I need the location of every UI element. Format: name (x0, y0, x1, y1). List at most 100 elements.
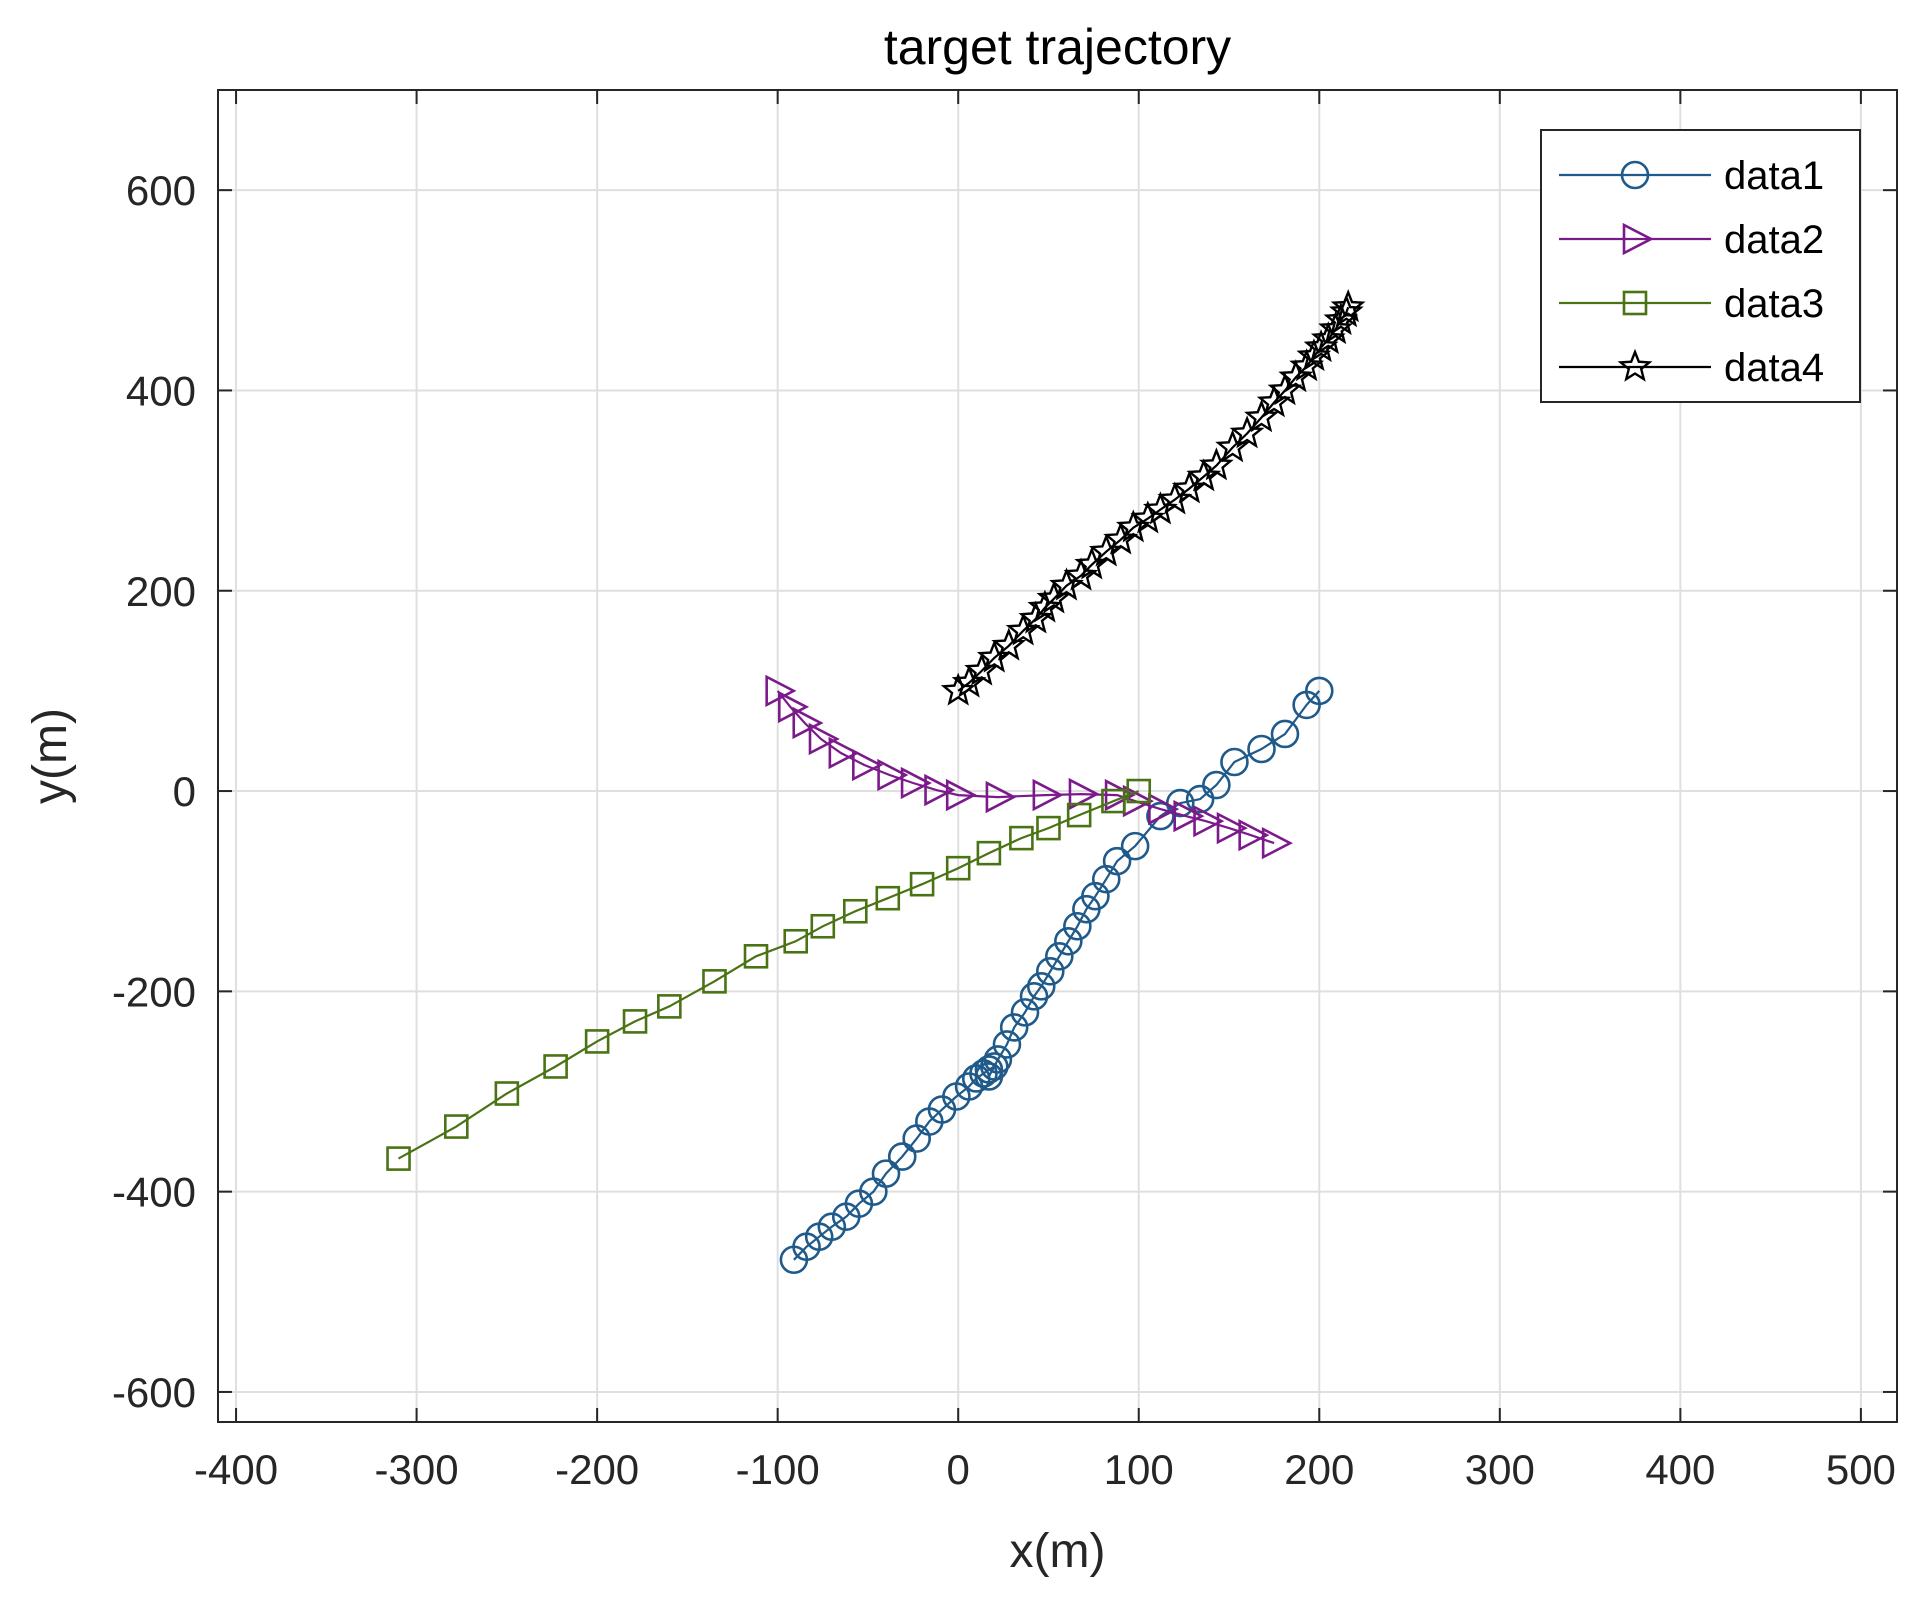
circle-marker (1010, 998, 1040, 1027)
star-marker (1049, 567, 1084, 601)
x-tick-label: -100 (736, 1446, 820, 1493)
circle-marker (992, 1030, 1022, 1059)
triangle-marker (1193, 804, 1225, 838)
x-tick-label: 300 (1465, 1446, 1535, 1493)
square-marker (444, 1114, 469, 1139)
square-marker (945, 855, 971, 881)
y-tick-label: -600 (112, 1369, 196, 1416)
star-marker (1142, 491, 1178, 525)
square-marker (543, 1054, 568, 1079)
square-marker (386, 1146, 411, 1171)
legend-item-data2: data2 (1559, 218, 1824, 262)
star-marker (1318, 311, 1353, 345)
star-marker (1229, 415, 1265, 449)
star-marker (1027, 589, 1063, 623)
star-marker (1617, 348, 1653, 382)
star-marker (1267, 372, 1303, 406)
legend-item-data4: data4 (1559, 346, 1824, 390)
series-data1 (779, 676, 1334, 1275)
x-tick-label: 100 (1104, 1446, 1174, 1493)
star-marker (1130, 500, 1166, 534)
triangle-marker (1032, 778, 1064, 812)
square-marker (1126, 778, 1152, 804)
x-tick-label: -200 (555, 1446, 639, 1493)
circle-marker (887, 1142, 917, 1171)
y-axis-label: y(m) (24, 708, 77, 804)
triangle-marker (1216, 811, 1248, 845)
star-marker (1289, 348, 1325, 382)
triangle-marker (1173, 799, 1205, 833)
series-layer (386, 289, 1366, 1275)
x-tick-label: -300 (375, 1446, 459, 1493)
circle-marker (871, 1159, 901, 1188)
star-marker (1330, 289, 1366, 323)
triangle-marker (1238, 818, 1270, 852)
triangle-marker (945, 778, 978, 812)
triangle-marker (828, 736, 860, 770)
circle-marker (1063, 911, 1092, 941)
series-line (793, 690, 1321, 1261)
plot-frame (217, 89, 1898, 1423)
circle-marker (983, 1045, 1013, 1074)
square-marker (622, 1009, 648, 1034)
star-marker (1171, 470, 1207, 504)
y-tick-label: 400 (126, 367, 196, 414)
legend-label: data2 (1724, 218, 1824, 262)
square-marker (494, 1081, 520, 1106)
y-tick-label: 600 (126, 167, 196, 214)
circle-marker (1026, 972, 1056, 1001)
square-marker (1009, 825, 1034, 851)
y-tick-label: -400 (112, 1169, 196, 1216)
star-marker (1088, 533, 1124, 567)
star-marker (1198, 447, 1234, 481)
square-marker (1066, 802, 1092, 828)
square-marker (584, 1029, 610, 1054)
y-tick-label: 200 (126, 568, 196, 615)
triangle-marker (792, 706, 824, 740)
x-tick-label: 200 (1284, 1446, 1354, 1493)
triangle-marker (985, 780, 1017, 814)
ticks: -400 -300 -200 -100 0 100 200 300 400 500 -600 -400… (112, 90, 1897, 1493)
square-marker (909, 871, 935, 897)
square-marker (875, 885, 901, 911)
circle-marker (1102, 846, 1132, 876)
circle-marker (1202, 770, 1231, 800)
star-marker (940, 672, 976, 706)
legend: data1 data2 data3 data4 (1540, 129, 1861, 403)
triangle-marker (900, 766, 932, 800)
circle-marker (1045, 942, 1074, 971)
star-marker (1116, 509, 1151, 543)
triangle-marker (877, 758, 909, 792)
circle-marker (974, 1062, 1004, 1091)
series-line (397, 790, 1140, 1160)
triangle-marker (1104, 778, 1136, 812)
circle-marker (1035, 957, 1065, 986)
legend-label: data4 (1724, 346, 1824, 390)
circle-marker (974, 1055, 1004, 1084)
star-marker (1303, 329, 1339, 363)
y-tick-label: 0 (173, 768, 196, 815)
circle-marker (1304, 676, 1334, 706)
square-marker (743, 944, 769, 969)
square-marker (842, 898, 868, 924)
x-tick-label: -400 (194, 1446, 278, 1493)
circle-marker (1081, 881, 1110, 911)
star-marker (976, 639, 1012, 673)
x-tick-label: 0 (947, 1446, 970, 1493)
circle-marker (999, 1013, 1029, 1042)
square-marker (657, 994, 682, 1019)
square-marker (810, 913, 836, 939)
triangle-marker (1261, 826, 1293, 860)
chart-title: target trajectory (884, 19, 1231, 75)
legend-label: data1 (1724, 154, 1824, 198)
star-marker (1157, 481, 1193, 515)
triangle-marker (852, 748, 884, 782)
circle-marker (1270, 719, 1300, 749)
square-marker (976, 840, 1002, 866)
x-tick-label: 400 (1645, 1446, 1715, 1493)
triangle-marker (1068, 777, 1100, 811)
star-marker (1310, 321, 1346, 355)
circle-marker (1019, 982, 1049, 1011)
star-marker (1018, 600, 1054, 634)
